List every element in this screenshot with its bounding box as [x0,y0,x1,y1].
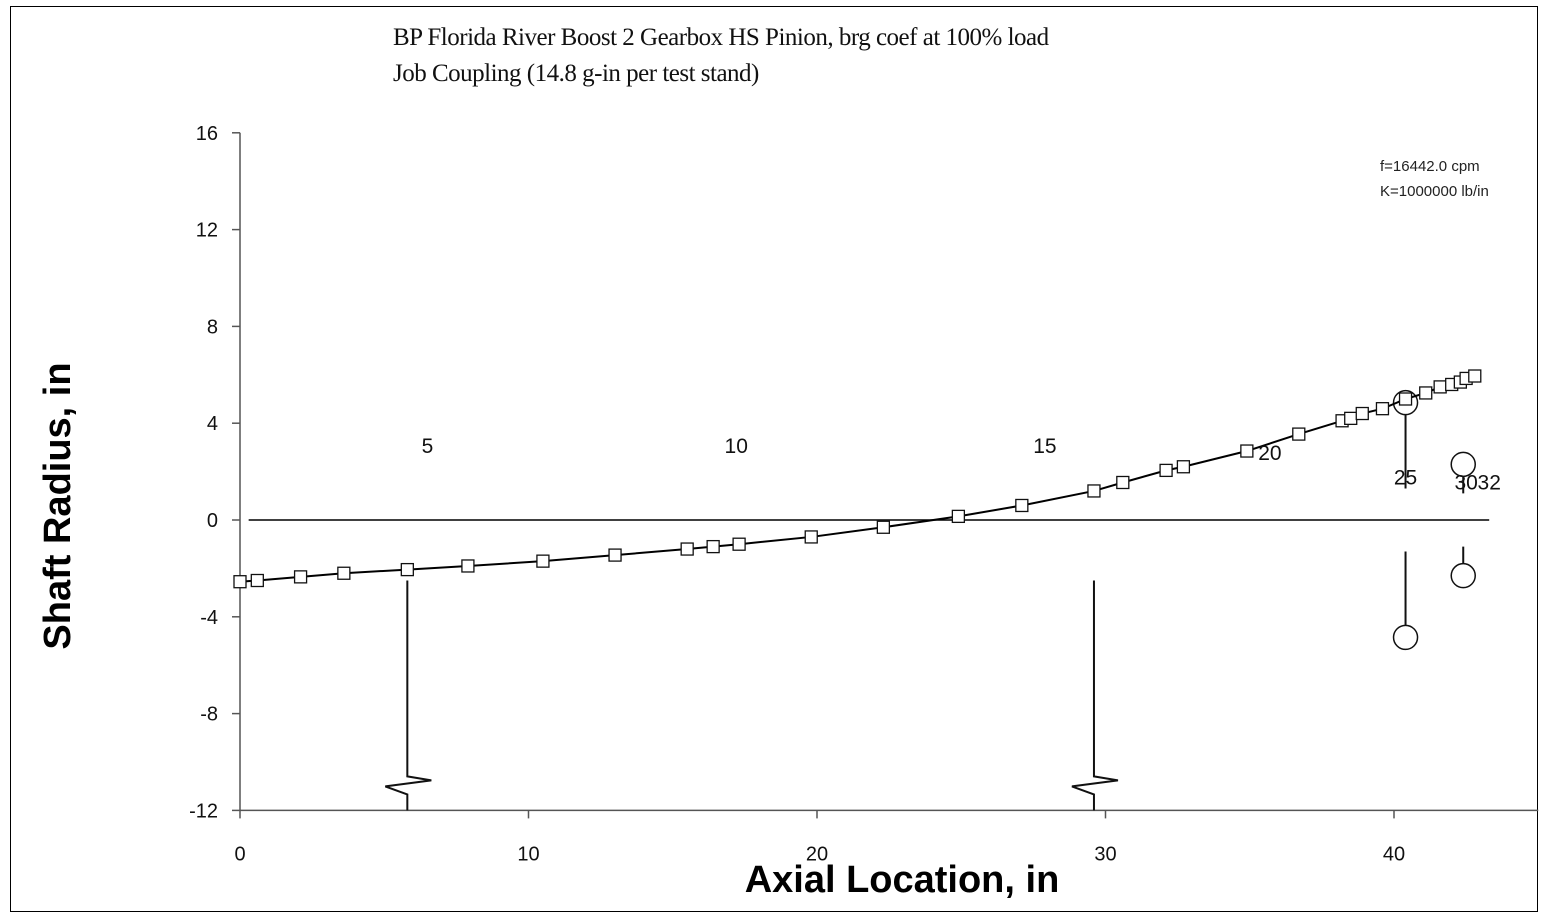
y-tick-label: 0 [207,510,218,532]
data-point [706,539,720,554]
y-tick-label: -4 [200,607,218,629]
data-point [337,566,351,580]
data-point [1015,498,1029,513]
data-point [680,542,694,556]
station-label: 25 [1394,466,1417,489]
y-axis-title: Shaft Radius, in [37,362,79,649]
data-point [1344,411,1358,426]
data-point [1419,386,1433,400]
y-tick-label: 8 [207,316,218,338]
data-point [250,573,264,588]
x-axis-title: Axial Location, in [745,859,1060,901]
station-label: 30 [1454,471,1477,494]
y-tick-label: 16 [196,123,218,145]
data-point [1159,463,1173,478]
station-labels: 5 10 15 20 25 30 32 [422,435,1501,494]
frequency-annotation: f=16442.0 cpm [1380,158,1480,175]
y-tick-label: -8 [200,704,218,726]
x-tick-label: 40 [1383,843,1405,865]
mode-shape-series [233,369,1482,589]
data-point [732,537,746,551]
station-label: 32 [1478,471,1501,494]
x-tick-label: 20 [806,843,828,865]
data-point [1116,475,1130,490]
chart-subtitle: Job Coupling (14.8 g-in per test stand) [393,60,759,87]
x-tick-label: 30 [1094,843,1116,865]
data-point [1468,369,1482,383]
disk-circle [1450,562,1476,589]
data-point [400,562,414,577]
y-tick-label: -12 [189,800,218,822]
data-point [1355,406,1369,421]
data-point [1398,392,1413,406]
mode-shape-line [239,375,1476,583]
data-point [1087,484,1101,498]
y-tick-label: 12 [196,220,218,242]
station-label: 20 [1258,442,1281,465]
data-point [1176,460,1191,474]
data-point [1433,380,1447,394]
data-point [804,530,818,544]
disk-circle [1450,451,1476,478]
station-label: 5 [422,435,434,458]
disk-circle [1392,624,1419,651]
data-point [876,520,891,534]
data-point [536,554,550,568]
data-point [1292,427,1306,441]
stiffness-annotation: K=1000000 lb/in [1380,183,1489,200]
x-tick-label: 0 [234,843,245,865]
station-label: 10 [725,435,748,458]
bearing-supports [384,580,1119,811]
station-label: 15 [1033,435,1056,458]
bearing-support [384,580,432,811]
data-point [1240,444,1254,458]
data-point [233,575,247,589]
data-point [608,548,622,562]
x-tick-label: 10 [517,843,539,865]
y-tick-label: 4 [207,413,218,435]
chart-title: BP Florida River Boost 2 Gearbox HS Pini… [393,24,1049,51]
data-point [293,570,308,584]
data-point [461,559,475,573]
data-point [951,509,966,524]
data-point [1375,402,1390,416]
chart-frame [10,6,1538,912]
bearing-support [1071,580,1119,811]
